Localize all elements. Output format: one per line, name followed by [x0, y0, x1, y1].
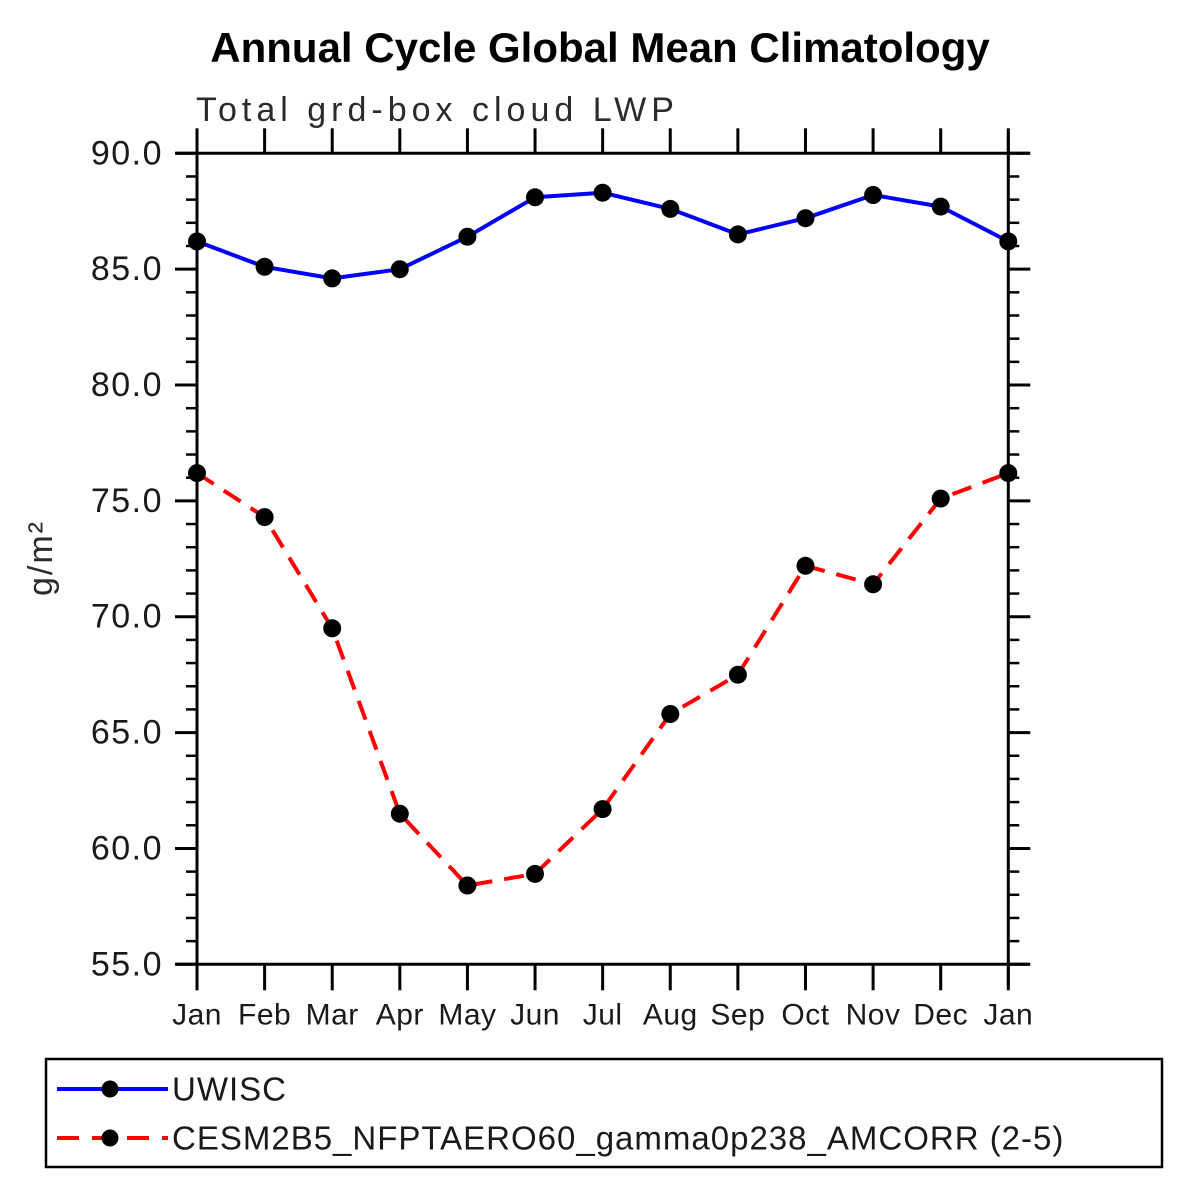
- axes: Jan Feb Mar Apr May Jun Jul Aug Sep Oct Nov Dec Jan 5…: [91, 128, 1033, 1031]
- y-tick-label: 65.0: [91, 714, 163, 752]
- series-cesm: [188, 464, 1018, 895]
- legend-border: [44, 1057, 1164, 1169]
- data-point-marker: [999, 464, 1018, 483]
- data-point-marker: [593, 183, 612, 202]
- legend-label-uwisc: UWISC: [172, 1071, 287, 1108]
- series-uwisc: [188, 183, 1018, 288]
- data-point-marker: [661, 199, 680, 218]
- x-tick-label: Sep: [710, 998, 765, 1031]
- y-tick-label: 75.0: [91, 482, 163, 520]
- data-series: [188, 183, 1018, 895]
- x-tick-label: Jan: [983, 998, 1033, 1031]
- data-point-marker: [864, 186, 883, 204]
- y-axis-label: g/m²: [22, 520, 60, 596]
- data-point-marker: [390, 260, 409, 279]
- x-tick-label: Feb: [238, 998, 291, 1031]
- x-tick-label: Jul: [583, 998, 623, 1031]
- x-tick-label: Jan: [172, 998, 222, 1031]
- y-tick-label: 55.0: [91, 945, 163, 983]
- data-point-marker: [390, 804, 409, 823]
- data-point-marker: [796, 209, 815, 228]
- x-tick-label: Jun: [510, 998, 560, 1031]
- data-point-marker: [458, 876, 477, 895]
- y-tick-label: 60.0: [91, 829, 163, 867]
- data-point-marker: [458, 227, 477, 246]
- y-tick-label: 85.0: [91, 250, 163, 288]
- legend-marker-icon: [101, 1080, 119, 1098]
- data-point-marker: [796, 556, 815, 575]
- data-point-marker: [999, 232, 1018, 251]
- y-tick-label: 90.0: [91, 134, 163, 172]
- data-point-marker: [255, 257, 274, 276]
- data-point-marker: [526, 188, 544, 207]
- x-tick-label: Aug: [643, 998, 698, 1031]
- legend-box: UWISC CESM2B5_NFPTAERO60_gamma0p238_AMCO…: [44, 1057, 1164, 1169]
- data-point-marker: [864, 575, 883, 594]
- y-tick-label: 70.0: [91, 598, 163, 636]
- legend-marker-icon: [101, 1129, 119, 1147]
- y-tick-label: 80.0: [91, 366, 163, 404]
- x-tick-label: Dec: [913, 998, 968, 1031]
- x-tick-label: Mar: [306, 998, 359, 1031]
- series-line: [196, 190, 1010, 281]
- data-point-marker: [931, 489, 950, 508]
- x-tick-label: Nov: [846, 998, 901, 1031]
- chart-subtitle: Total grd-box cloud LWP: [196, 91, 679, 129]
- data-point-marker: [728, 665, 747, 684]
- data-point-marker: [323, 619, 342, 638]
- x-tick-label: Oct: [781, 998, 829, 1031]
- series-line: [195, 471, 1010, 888]
- legend-entry-uwisc: UWISC: [57, 1071, 287, 1108]
- data-point-marker: [188, 232, 206, 251]
- x-tick-label: May: [438, 998, 496, 1031]
- data-point-marker: [661, 705, 680, 723]
- data-point-marker: [526, 864, 544, 883]
- data-point-marker: [593, 800, 612, 819]
- data-point-marker: [728, 225, 747, 244]
- legend-entry-cesm: CESM2B5_NFPTAERO60_gamma0p238_AMCORR (2-…: [57, 1120, 1064, 1157]
- data-point-marker: [931, 197, 950, 216]
- data-point-marker: [255, 508, 274, 527]
- legend-label-cesm: CESM2B5_NFPTAERO60_gamma0p238_AMCORR (2-…: [172, 1120, 1064, 1157]
- chart-title: Annual Cycle Global Mean Climatology: [210, 24, 990, 71]
- data-point-marker: [323, 269, 342, 288]
- x-tick-label: Apr: [376, 998, 424, 1031]
- data-point-marker: [188, 464, 206, 483]
